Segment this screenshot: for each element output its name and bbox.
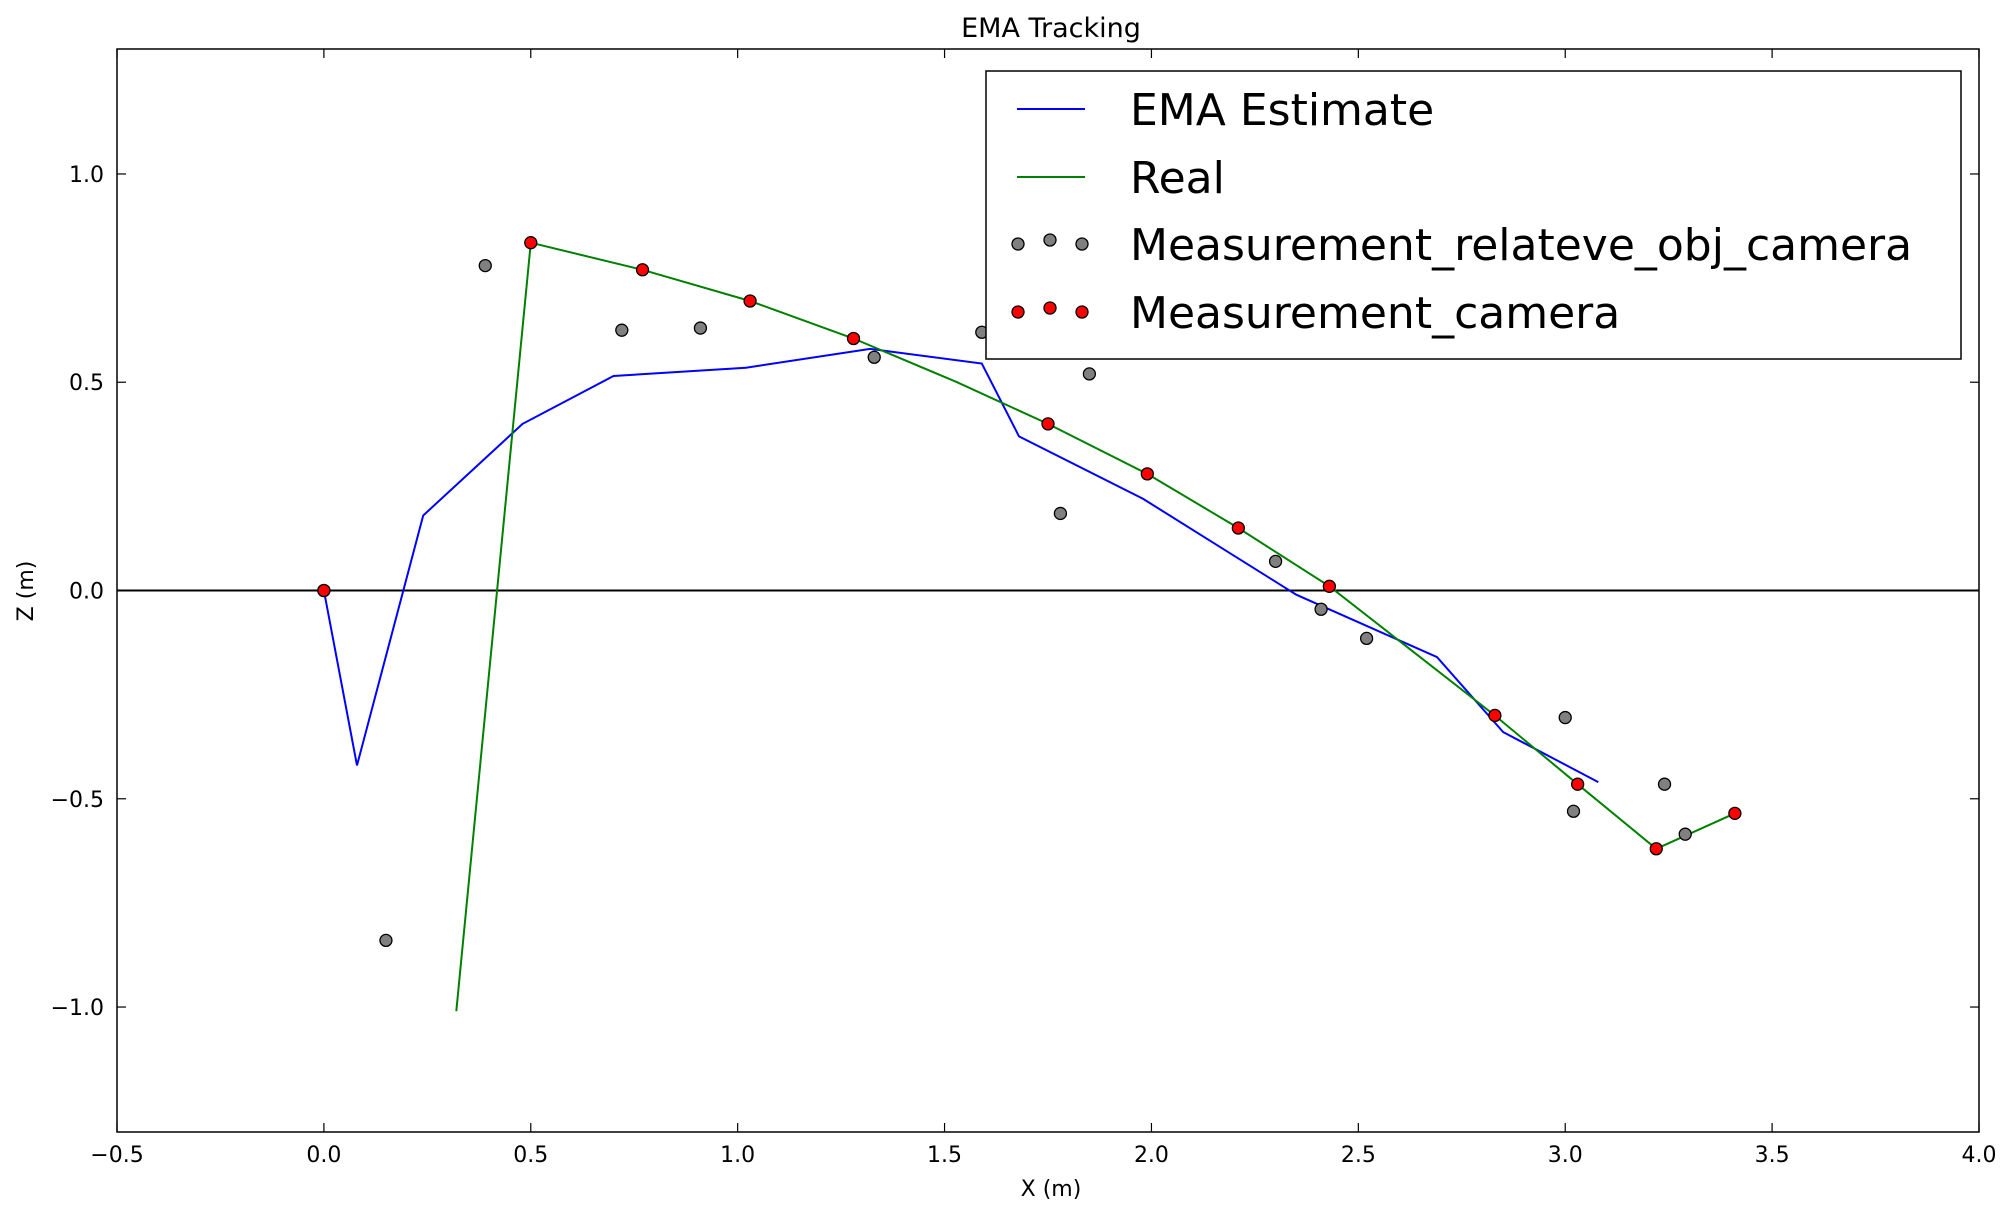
legend-box xyxy=(985,70,1962,360)
data-point-measurement-relateve-obj-camera xyxy=(1314,602,1328,616)
data-point-measurement-relateve-obj-camera xyxy=(1657,777,1672,791)
data-point-measurement-relateve-obj-camera xyxy=(1053,506,1068,521)
legend: EMA Estimate Real Measurement_relateve_obj… xyxy=(985,70,1962,360)
data-point-measurement-camera xyxy=(743,294,757,308)
x-tick-label: 3.5 xyxy=(1755,1143,1790,1168)
data-point-measurement-camera xyxy=(846,331,861,346)
legend-label-measurement-relateve-obj-camera: Measurement_relateve_obj_camera xyxy=(1130,220,1912,271)
x-tick-label: 1.0 xyxy=(720,1143,755,1168)
legend-label-real: Real xyxy=(1130,153,1225,204)
legend-swatch-measurement-relateve-obj-camera xyxy=(1075,237,1089,251)
x-tick-label: 3.0 xyxy=(1548,1143,1583,1168)
x-axis-label: X (m) xyxy=(1021,1177,1082,1202)
y-axis-label: Z (m) xyxy=(14,561,39,622)
chart-title: EMA Tracking xyxy=(961,13,1141,44)
data-point-measurement-relateve-obj-camera xyxy=(379,933,393,948)
data-point-measurement-relateve-obj-camera xyxy=(1268,554,1283,568)
x-tick-label: 0.0 xyxy=(306,1143,341,1168)
legend-swatch-measurement-relateve-obj-camera xyxy=(1043,233,1057,247)
x-tick-label: 4.0 xyxy=(1962,1143,1997,1168)
x-tick-label: 1.5 xyxy=(927,1143,962,1168)
data-point-measurement-relateve-obj-camera xyxy=(867,350,881,364)
data-point-measurement-camera xyxy=(1322,579,1337,593)
y-tick-label: −0.5 xyxy=(51,788,104,813)
axis-ticks-layer xyxy=(116,49,1980,1132)
scatter-points-layer xyxy=(317,236,1742,948)
y-tick-label: −1.0 xyxy=(51,996,104,1021)
y-tick-label: 0.5 xyxy=(69,371,104,396)
data-point-measurement-camera xyxy=(1649,842,1663,856)
x-tick-label: 2.0 xyxy=(1134,1143,1169,1168)
data-point-measurement-relateve-obj-camera xyxy=(1359,631,1374,646)
data-point-measurement-camera xyxy=(1140,467,1154,481)
data-point-measurement-relateve-obj-camera xyxy=(1082,367,1097,381)
x-tick-label: −0.5 xyxy=(90,1143,143,1168)
data-point-measurement-camera xyxy=(1488,708,1502,723)
data-point-measurement-camera xyxy=(524,236,538,250)
legend-swatch-measurement-camera xyxy=(1075,305,1089,319)
x-tick-label: 0.5 xyxy=(513,1143,548,1168)
x-tick-labels: −0.5 0.0 0.5 1.0 1.5 2.0 2.5 3.0 3.5 4.0 xyxy=(90,1143,1996,1168)
data-point-measurement-camera xyxy=(635,263,650,277)
data-point-measurement-relateve-obj-camera xyxy=(478,258,492,273)
y-tick-label: 1.0 xyxy=(69,163,104,188)
data-point-measurement-relateve-obj-camera xyxy=(1678,827,1692,841)
y-tick-labels: −1.0 −0.5 0.0 0.5 1.0 xyxy=(51,163,104,1021)
x-tick-label: 2.5 xyxy=(1341,1143,1376,1168)
legend-swatch-measurement-relateve-obj-camera xyxy=(1011,237,1025,251)
series-lines-layer xyxy=(322,241,1736,1012)
data-point-measurement-relateve-obj-camera xyxy=(615,323,629,337)
data-point-measurement-camera xyxy=(1570,777,1585,791)
data-point-measurement-camera xyxy=(1728,806,1742,820)
data-point-measurement-camera xyxy=(317,583,331,598)
series-line-real xyxy=(455,241,1736,1012)
data-point-measurement-relateve-obj-camera xyxy=(1558,710,1572,725)
y-tick-label: 0.0 xyxy=(69,580,104,605)
series-line-ema-estimate xyxy=(322,347,1599,783)
legend-label-measurement-camera: Measurement_camera xyxy=(1130,288,1620,339)
plot-area xyxy=(117,236,1979,1012)
data-point-measurement-relateve-obj-camera xyxy=(1566,804,1581,818)
data-point-measurement-camera xyxy=(1231,521,1245,535)
legend-entries: EMA Estimate Real Measurement_relateve_obj… xyxy=(1011,85,1912,339)
legend-label-ema-estimate: EMA Estimate xyxy=(1130,85,1434,136)
legend-swatch-measurement-camera xyxy=(1011,305,1025,319)
data-point-measurement-camera xyxy=(1041,417,1055,431)
data-point-measurement-relateve-obj-camera xyxy=(693,321,708,335)
legend-swatch-measurement-camera xyxy=(1043,301,1057,315)
